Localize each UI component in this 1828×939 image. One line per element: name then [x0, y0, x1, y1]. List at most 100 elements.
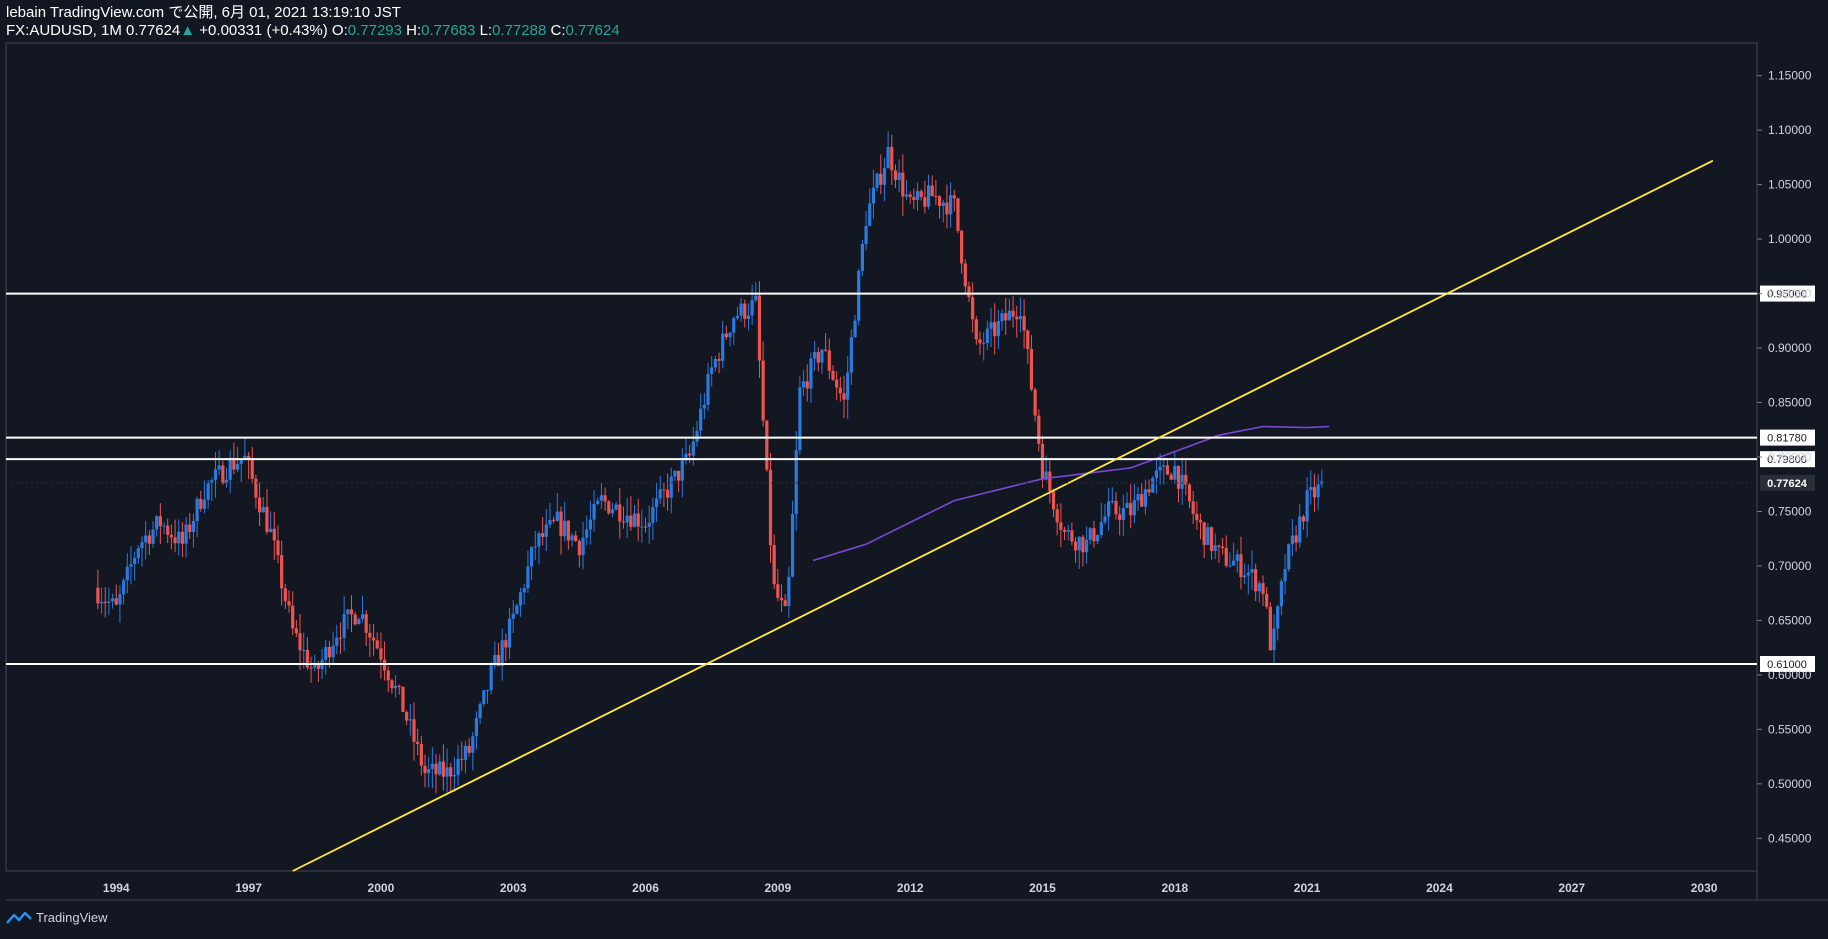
candle-body	[232, 459, 236, 470]
candle-body	[1287, 544, 1291, 570]
candle-body	[342, 614, 346, 638]
close-label: C:	[550, 22, 566, 39]
publish-line: lebain TradingView.com で公開, 6月 01, 2021 …	[6, 4, 401, 21]
candle-body	[228, 459, 232, 480]
candle-body	[283, 588, 287, 602]
candle-body	[114, 598, 118, 605]
candle-body	[1176, 466, 1181, 489]
candle-body	[566, 520, 570, 541]
candle-body	[1202, 522, 1206, 545]
candle-body	[632, 513, 637, 527]
candle-body	[294, 628, 298, 634]
candle-body	[169, 534, 173, 538]
price-tick-label: 0.80000	[1768, 450, 1812, 464]
price-tick-label: 1.15000	[1768, 69, 1812, 83]
candle-body	[430, 763, 434, 769]
candle-body	[1298, 516, 1302, 543]
candle-body	[471, 736, 475, 753]
candle-body	[993, 322, 997, 337]
time-axis[interactable]: 1994 1997 2000 2003 2006 2009 2012 2015 2018 2021…	[103, 881, 1718, 895]
candle-body	[677, 470, 681, 481]
candle-body	[199, 498, 203, 509]
candle-body	[864, 225, 868, 245]
candle-body	[1268, 606, 1272, 651]
price-axis[interactable]: 0.95000 0.81780 0.79800 0.61000 1.15000 1.100…	[6, 69, 1815, 846]
candle-body	[265, 506, 269, 533]
candle-body	[467, 745, 471, 753]
candle-body	[1191, 501, 1195, 514]
candle-body	[559, 511, 563, 537]
candle-body	[588, 519, 593, 530]
candle-body	[842, 393, 846, 400]
candle-body	[1066, 530, 1070, 532]
candle-body	[555, 511, 559, 521]
candle-body	[155, 516, 159, 530]
candle-body	[261, 506, 265, 513]
candle-body	[250, 460, 254, 479]
candle-body	[1110, 500, 1114, 502]
candle-body	[1132, 500, 1136, 516]
candle-body	[1059, 522, 1063, 530]
candle-body	[1276, 606, 1280, 629]
candle-body	[1015, 316, 1019, 320]
candle-body	[967, 286, 971, 298]
price-tick-label: 0.85000	[1768, 396, 1812, 410]
candle-body	[1136, 494, 1140, 501]
candle-body	[926, 185, 931, 207]
candle-body	[541, 533, 545, 537]
candle-body	[688, 453, 692, 456]
close-value: 0.77624	[565, 22, 620, 39]
candle-body	[1220, 546, 1225, 548]
candle-body	[276, 540, 280, 556]
candle-body	[809, 358, 813, 389]
candle-body	[548, 519, 552, 525]
candle-body	[327, 646, 332, 658]
candle-body	[133, 558, 137, 565]
candle-body	[1022, 316, 1026, 331]
candle-body	[316, 664, 321, 669]
candle-body	[574, 535, 578, 541]
price-tick-label: 0.70000	[1768, 559, 1812, 573]
candle-body	[570, 535, 574, 541]
candle-body	[1279, 581, 1283, 607]
candle-body	[1316, 484, 1320, 498]
candle-body	[618, 504, 622, 522]
candle-body	[1213, 545, 1217, 551]
candle-body	[217, 465, 221, 470]
candle-body	[1044, 471, 1048, 480]
candle-body	[665, 490, 670, 498]
candle-body	[287, 601, 291, 606]
candle-body	[607, 501, 611, 514]
candle-body	[441, 761, 445, 777]
candle-body	[1261, 583, 1265, 594]
candle-body	[280, 555, 284, 589]
price-tick-label: 0.55000	[1768, 722, 1812, 736]
candle-body	[1084, 539, 1089, 553]
candle-body	[1232, 560, 1236, 566]
trendline	[292, 159, 1714, 872]
candle-body	[151, 529, 155, 544]
candle-body	[684, 453, 688, 461]
low-label: L:	[479, 22, 493, 39]
candle-body	[1026, 330, 1030, 349]
candle-body	[860, 244, 864, 271]
candle-body	[779, 597, 784, 601]
candle-body	[978, 339, 982, 344]
time-tick-label: 2006	[632, 881, 659, 895]
candle-body	[1099, 522, 1103, 535]
candle-body	[375, 640, 379, 649]
candle-body	[346, 609, 350, 615]
candle-body	[1129, 503, 1133, 516]
candle-body	[960, 230, 964, 264]
candle-body	[625, 515, 629, 523]
candle-body	[537, 533, 541, 547]
candle-body	[901, 172, 905, 197]
candle-body	[518, 592, 523, 606]
candle-body	[118, 594, 122, 605]
candle-body	[158, 516, 162, 527]
candle-body	[463, 745, 468, 760]
candle-body	[963, 263, 967, 287]
candle-body	[827, 350, 831, 371]
candle-body	[272, 528, 276, 541]
